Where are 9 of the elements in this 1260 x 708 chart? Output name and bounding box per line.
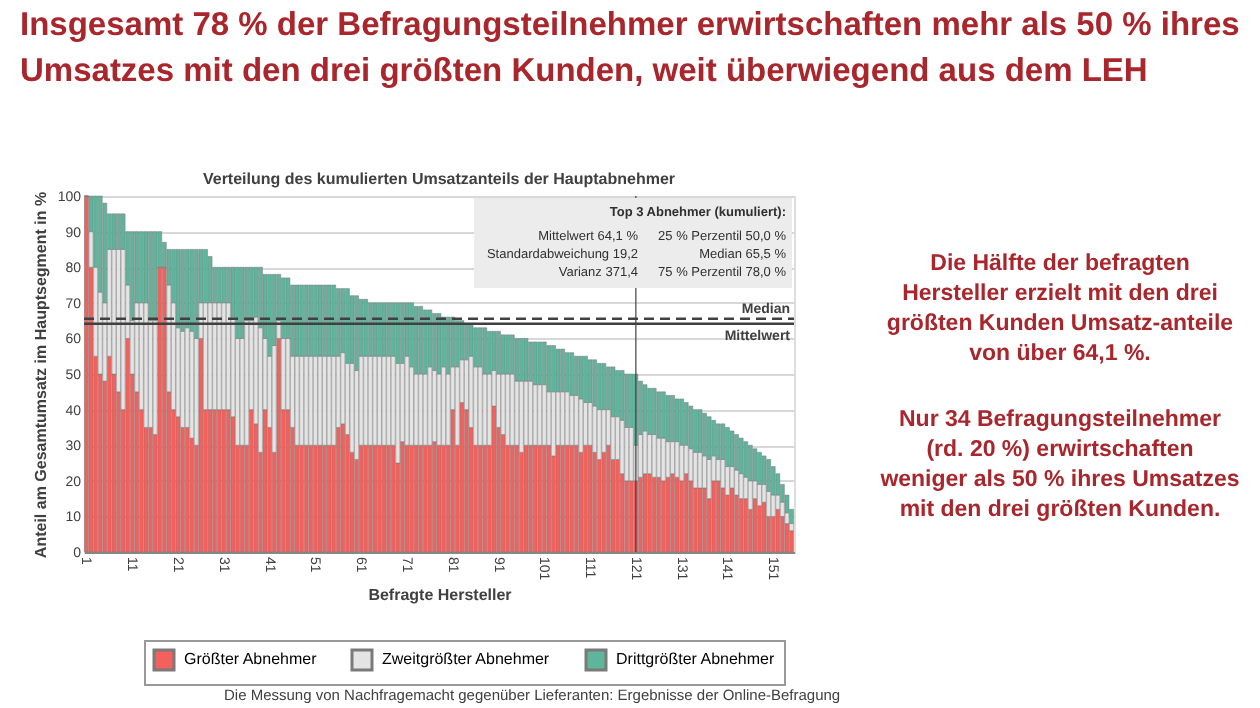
y-axis-title: Anteil am Gesamtumsatz im Hauptsegment in % [31, 191, 50, 559]
legend-label: Drittgrößter Abnehmer [616, 650, 775, 668]
text: Nur 34 Befragungsteilnehmer (rd. 20 %) erwirtschaften weniger als 50 % ihres Umsatzes mit den drei größten Kunden. [878, 408, 1240, 522]
text: Die Hälfte der befragten Hersteller erzielt mit den drei größten Kunden Umsatz-anteile von über 64,1 %. [886, 252, 1234, 366]
chart-title: Insgesamt 78 % der Befragungsteilnehmer erwirtschaften mehr als 50 % ihres Umsatzes mit den drei größten Kunden, weit überwiegend aus dem LEH [20, 7, 1240, 89]
chart-subtitle: Verteilung des kumulierten Umsatzanteils der Hauptabnehmer [202, 170, 676, 188]
legend-label: Größter Abnehmer [184, 650, 318, 668]
legend-label: Zweitgrößter Abnehmer [382, 650, 550, 668]
x-axis-title: Befragte Hersteller [368, 586, 512, 605]
